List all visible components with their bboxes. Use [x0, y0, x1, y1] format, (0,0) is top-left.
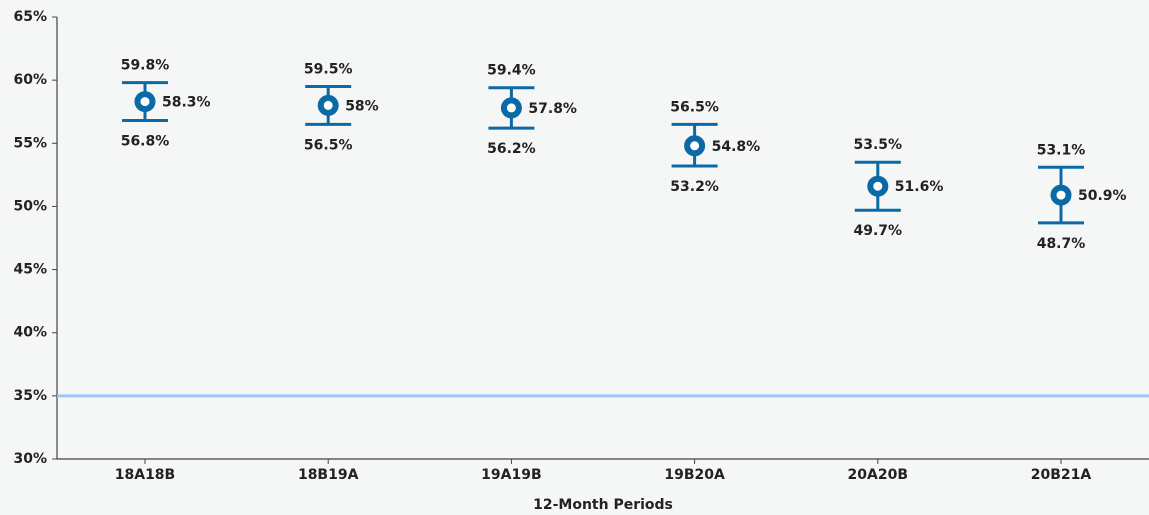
x-tick-label: 20A20B [848, 467, 908, 483]
value-label: 58% [345, 98, 379, 114]
y-tick-label: 45% [13, 262, 47, 278]
value-label: 54.8% [712, 139, 761, 155]
point [867, 175, 889, 197]
upper-label: 59.5% [304, 61, 353, 77]
lower-label: 56.2% [487, 141, 536, 157]
y-tick-label: 50% [13, 198, 47, 214]
x-tick-label: 19B20A [664, 467, 725, 483]
y-tick-label: 60% [13, 72, 47, 88]
y-tick-label: 40% [13, 325, 47, 341]
lower-label: 56.8% [121, 134, 170, 150]
point [1050, 184, 1072, 206]
point [134, 91, 156, 113]
upper-label: 59.4% [487, 63, 536, 79]
lower-label: 49.7% [854, 223, 903, 239]
y-tick-label: 35% [13, 388, 47, 404]
point [500, 97, 522, 119]
value-label: 51.6% [895, 179, 944, 195]
upper-label: 53.1% [1037, 142, 1086, 158]
x-tick-label: 18B19A [298, 467, 359, 483]
y-tick-label: 65% [13, 9, 47, 25]
x-tick-label: 19A19B [481, 467, 541, 483]
value-label: 58.3% [162, 95, 211, 111]
lower-label: 53.2% [670, 179, 719, 195]
lower-label: 56.5% [304, 137, 353, 153]
value-label: 50.9% [1078, 188, 1127, 204]
x-tick-label: 20B21A [1031, 467, 1092, 483]
x-axis-title: 12-Month Periods [533, 497, 673, 513]
point [684, 135, 706, 157]
point [317, 94, 339, 116]
x-tick-label: 18A18B [115, 467, 175, 483]
y-tick-label: 30% [13, 451, 47, 467]
value-label: 57.8% [528, 101, 577, 117]
upper-label: 59.8% [121, 58, 170, 74]
upper-label: 53.5% [854, 137, 903, 153]
lower-label: 48.7% [1037, 236, 1086, 252]
y-tick-label: 55% [13, 135, 47, 151]
upper-label: 56.5% [670, 99, 719, 115]
